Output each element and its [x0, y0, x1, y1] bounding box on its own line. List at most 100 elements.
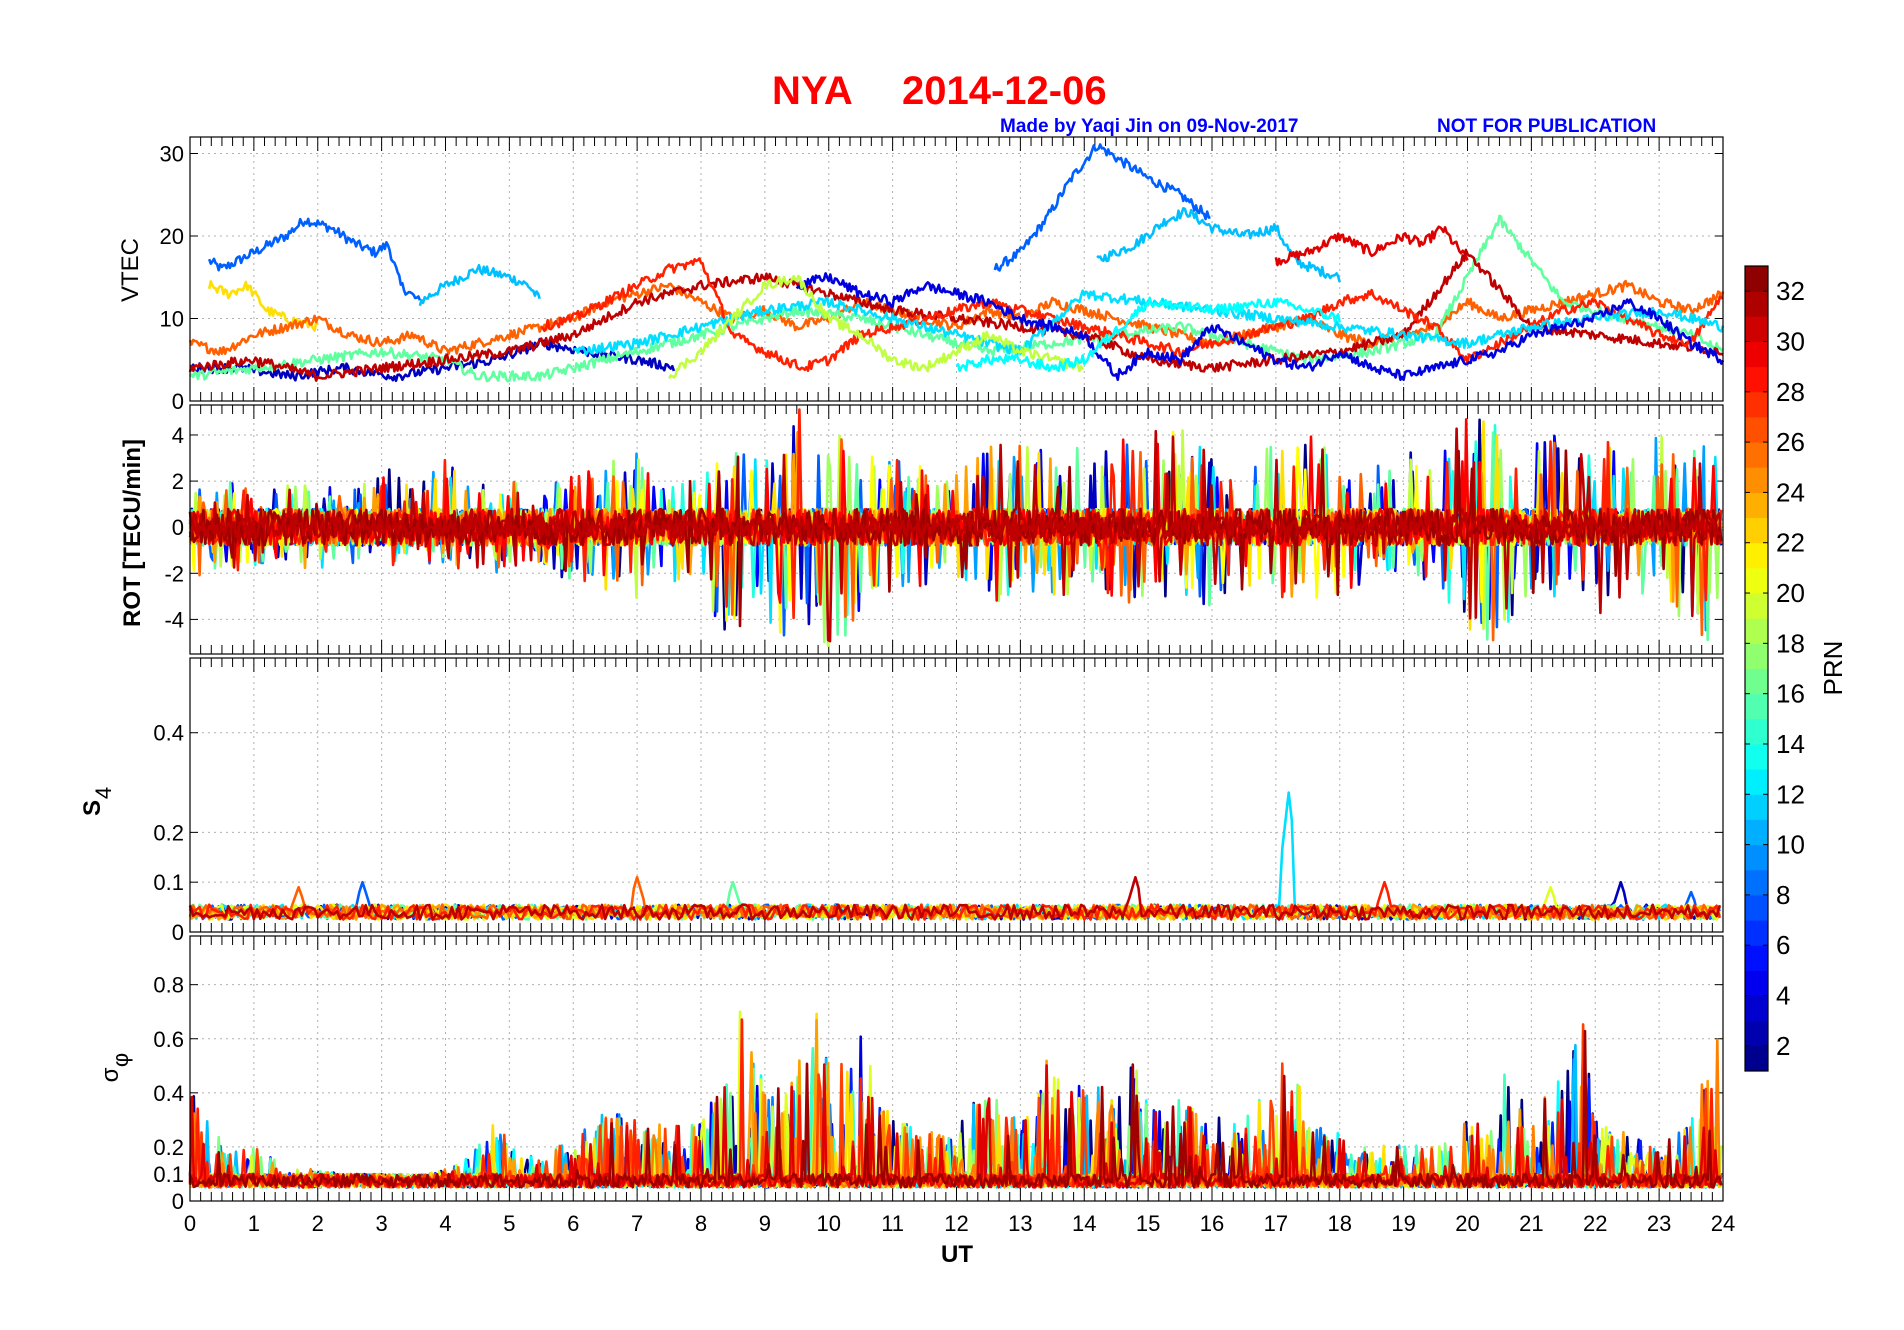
sigma-phi-axis-label: σ φ: [97, 1053, 133, 1083]
x-tick-label: 16: [1200, 1211, 1224, 1236]
colorbar-swatch: [1745, 869, 1768, 896]
colorbar-swatch: [1745, 366, 1768, 393]
y-tick-label: 0.4: [153, 1081, 184, 1106]
panel-frame: [189, 404, 1724, 655]
y-tick-label: -4: [164, 607, 184, 632]
colorbar-tick-label: 26: [1776, 427, 1805, 457]
y-tick-label: 10: [160, 307, 184, 332]
colorbar-tick-label: 20: [1776, 578, 1805, 608]
vtec-series-prn-30: [1274, 225, 1469, 267]
colorbar-tick-label: 18: [1776, 628, 1805, 658]
colorbar-tick-label: 24: [1776, 477, 1805, 507]
sigma-phi-series-prn-32: [188, 1029, 1723, 1189]
credit-notice: NOT FOR PUBLICATION: [1437, 116, 1656, 137]
plot-title-date: 2014-12-06: [902, 69, 1107, 113]
colorbar-tick-label: 2: [1776, 1031, 1790, 1061]
x-tick-label: 12: [944, 1211, 968, 1236]
y-tick-label: 0.2: [153, 820, 184, 845]
y-tick-label: 0: [172, 1189, 184, 1214]
ut-axis-label: UT: [941, 1241, 973, 1268]
x-tick-label: 11: [881, 1211, 904, 1236]
vtec-series-prn-3: [189, 337, 676, 383]
x-tick-label: 23: [1647, 1211, 1671, 1236]
x-tick-label: 20: [1455, 1211, 1479, 1236]
colorbar-tick-label: 30: [1776, 326, 1805, 356]
colorbar-swatch: [1745, 517, 1768, 544]
y-tick-label: 20: [160, 224, 184, 249]
y-tick-label: 0.1: [153, 1162, 184, 1187]
colorbar-frame: [1744, 265, 1769, 1072]
x-tick-label: 10: [817, 1211, 841, 1236]
y-tick-label: 4: [172, 423, 184, 448]
svg-text:φ: φ: [108, 1053, 133, 1067]
colorbar-swatch: [1745, 920, 1768, 946]
y-tick-label: 0: [172, 515, 184, 540]
colorbar-tick-label: 14: [1776, 729, 1805, 759]
colorbar-swatch: [1745, 567, 1768, 594]
x-tick-label: 0: [184, 1211, 196, 1236]
colorbar-tick-label: 4: [1776, 981, 1790, 1011]
panel-frame: [189, 935, 1724, 1202]
colorbar-swatch: [1745, 266, 1768, 292]
colorbar-swatch: [1745, 643, 1768, 669]
colorbar-swatch: [1745, 819, 1768, 846]
credit-made-by: Made by Yaqi Jin on 09-Nov-2017: [1000, 116, 1298, 137]
x-tick-label: 7: [631, 1211, 643, 1236]
colorbar-swatch: [1745, 894, 1768, 921]
s4-series-prn-31: [188, 875, 1722, 921]
y-tick-label: 0.2: [153, 1135, 184, 1160]
colorbar-swatch: [1745, 391, 1768, 418]
vtec-series-prn-8: [207, 217, 422, 301]
x-tick-label: 24: [1711, 1211, 1735, 1236]
colorbar-swatch: [1745, 718, 1768, 745]
vtec-series-prn-11: [418, 263, 541, 307]
panel-frame: [189, 657, 1724, 933]
vtec-series-prn-28: [540, 257, 1724, 373]
rot-series-prn-31-foreground: [188, 515, 1722, 539]
x-tick-label: 18: [1328, 1211, 1352, 1236]
svg-text:S: S: [79, 800, 106, 816]
x-tick-label: 4: [439, 1211, 451, 1236]
vtec-series-prn-26: [188, 279, 1725, 356]
colorbar-swatch: [1745, 945, 1768, 971]
y-tick-label: 30: [160, 142, 184, 167]
colorbar-tick-label: 28: [1776, 377, 1805, 407]
sigma-phi-panel: 00.10.2 0.4 0.6 0.8: [153, 935, 1724, 1214]
colorbar-swatch: [1745, 693, 1768, 720]
colorbar-swatch: [1745, 467, 1768, 493]
x-tick-label: 21: [1519, 1211, 1543, 1236]
vtec-axis-label: VTEC: [117, 238, 144, 302]
vtec-series-prn-13: [955, 296, 1341, 373]
colorbar-swatch: [1745, 970, 1768, 997]
colorbar-swatch: [1745, 668, 1768, 695]
x-tick-label: 8: [695, 1211, 707, 1236]
y-tick-label: 0.8: [153, 973, 184, 998]
x-tick-label: 5: [503, 1211, 515, 1236]
rot-axis-label: ROT [TECU/min]: [119, 439, 146, 627]
colorbar-swatch: [1745, 769, 1768, 795]
colorbar-swatch: [1745, 542, 1768, 569]
y-tick-label: 0.1: [153, 870, 184, 895]
colorbar-swatch: [1745, 1020, 1768, 1047]
colorbar-tick-label: 6: [1776, 930, 1790, 960]
x-tick-label: 3: [376, 1211, 388, 1236]
colorbar-swatch: [1745, 995, 1768, 1022]
s4-series-prn-12: [188, 791, 1722, 921]
colorbar-swatch: [1745, 593, 1768, 619]
colorbar-swatch: [1745, 291, 1768, 317]
y-tick-label: 2: [172, 469, 184, 494]
x-tick-label: 6: [567, 1211, 579, 1236]
colorbar-swatch: [1745, 341, 1768, 368]
x-tick-label: 19: [1391, 1211, 1415, 1236]
colorbar-swatch: [1745, 442, 1768, 468]
vtec-series-prn-31: [188, 248, 1724, 382]
colorbar-swatch: [1745, 316, 1768, 342]
colorbar-tick-label: 8: [1776, 880, 1790, 910]
x-tick-label: 2: [312, 1211, 324, 1236]
vtec-series-prn-4: [795, 272, 1725, 382]
y-tick-label: 0.4: [153, 721, 184, 746]
colorbar-tick-label: 12: [1776, 779, 1805, 809]
colorbar-swatch: [1745, 492, 1768, 519]
vtec-series-prn-11: [1096, 207, 1341, 283]
